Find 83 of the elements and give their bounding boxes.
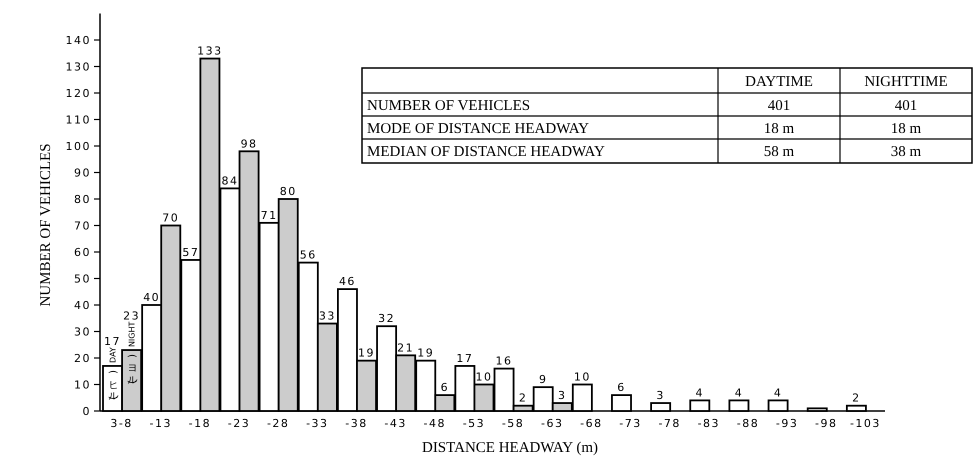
data-label: 10 (475, 370, 492, 384)
y-tick-label: 100 (66, 140, 91, 153)
x-tick-label: -43 (384, 417, 407, 430)
data-label: 21 (397, 341, 414, 354)
x-tick-label: -48 (424, 417, 446, 430)
x-tick-label: -93 (776, 417, 798, 430)
annotation: NUMBER OF VEHICLES (367, 98, 530, 114)
y-tick-label: 20 (74, 352, 91, 365)
y-tick-label: 40 (74, 299, 91, 312)
annotation: 58 m (764, 144, 795, 160)
y-tick-label: 140 (66, 34, 91, 47)
data-label: 6 (440, 381, 450, 394)
data-label: 70 (162, 212, 180, 224)
y-tick-label: 70 (74, 220, 91, 232)
annotation: (ヨル) (126, 354, 138, 384)
x-tick-label: -68 (580, 417, 603, 430)
x-tick-label: -103 (850, 417, 881, 430)
data-label: 80 (280, 185, 297, 198)
x-tick-label: -53 (462, 417, 486, 430)
data-label: 46 (338, 275, 356, 288)
y-tick-label: 50 (74, 272, 91, 286)
data-label: 10 (574, 370, 591, 384)
y-tick-label: 60 (74, 246, 91, 259)
data-label: 19 (358, 346, 376, 360)
annotation: 18 m (764, 121, 795, 137)
data-label: 133 (197, 44, 223, 58)
text: DAY (108, 347, 118, 363)
annotation: 401 (768, 98, 790, 114)
data-label: 32 (378, 312, 396, 326)
data-label: 4 (734, 386, 744, 400)
x-tick-label: -98 (815, 417, 838, 430)
data-label: 71 (260, 208, 278, 222)
annotation: MODE OF DISTANCE HEADWAY (367, 121, 590, 137)
data-label: 84 (221, 174, 238, 188)
data-label: 3 (656, 389, 665, 402)
x-tick-label: -88 (736, 417, 760, 430)
x-tick-label: -28 (266, 417, 290, 430)
data-label: 2 (852, 392, 861, 405)
x-tick-label: -18 (188, 417, 212, 430)
data-label: 19 (417, 346, 434, 360)
y-tick-label: 120 (66, 87, 91, 100)
x-tick-label: -83 (698, 417, 720, 430)
annotation: NIGHTTIME (864, 74, 948, 90)
data-label: 4 (696, 386, 704, 400)
x-tick-label: -23 (228, 417, 250, 430)
data-label: 6 (617, 381, 626, 394)
text: 18 m (890, 121, 922, 137)
text: 401 (894, 98, 918, 114)
data-label: 33 (318, 310, 336, 323)
y-tick-label: 130 (66, 60, 91, 74)
annotation: MEDIAN OF DISTANCE HEADWAY (367, 144, 605, 160)
text: NIGHT (128, 321, 137, 348)
y-tick-label: 10 (74, 378, 91, 392)
data-label: 23 (123, 310, 140, 323)
x-tick-label: -63 (540, 417, 564, 430)
data-label: 57 (182, 246, 200, 259)
y-tick-label: 90 (74, 166, 91, 180)
data-label: 17 (456, 352, 474, 365)
text: 38 m (890, 144, 922, 160)
annotation: (ヒル) (107, 370, 118, 400)
y-axis-title: NUMBER OF VEHICLES (38, 143, 54, 307)
data-label: 16 (496, 354, 513, 368)
x-tick-label: -58 (502, 417, 524, 430)
x-tick-label: 3-8 (110, 417, 133, 430)
data-label: 3 (558, 389, 567, 402)
x-axis-title: DISTANCE HEADWAY (m) (422, 440, 598, 456)
x-tick-label: -38 (345, 417, 368, 430)
annotation: DAYTIME (745, 74, 813, 90)
x-tick-label: -78 (658, 417, 681, 430)
y-tick-label: 30 (74, 326, 91, 338)
data-label: 40 (143, 291, 160, 304)
data-label: 9 (538, 373, 548, 386)
data-label: 56 (300, 248, 317, 262)
y-tick-label: 110 (66, 114, 91, 126)
x-tick-label: -33 (306, 417, 329, 430)
y-tick-label: 0 (82, 405, 91, 418)
data-label: 2 (518, 392, 528, 405)
data-label: 4 (774, 386, 782, 400)
x-tick-label: -13 (149, 417, 172, 430)
x-tick-label: -73 (619, 417, 642, 430)
y-tick-label: 80 (74, 193, 91, 206)
data-label: 17 (104, 335, 122, 348)
data-label: 98 (240, 137, 258, 150)
